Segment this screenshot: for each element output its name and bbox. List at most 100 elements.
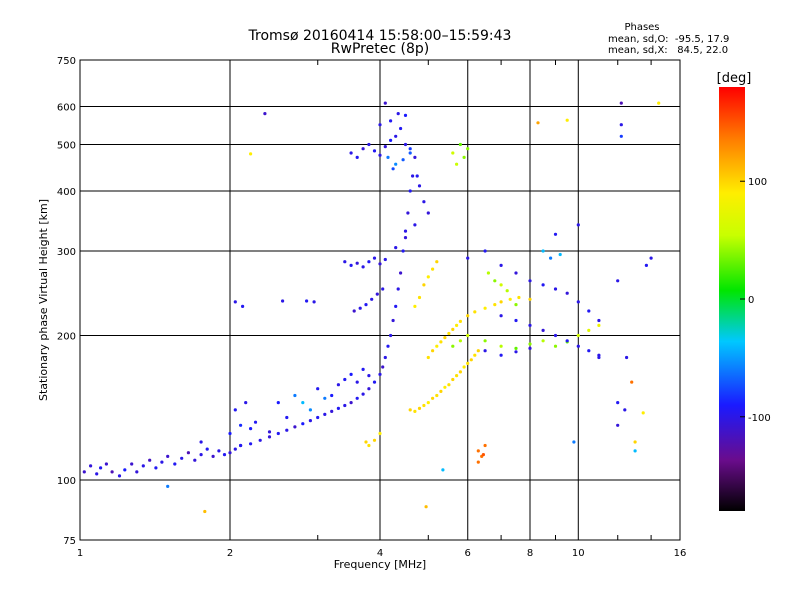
data-point bbox=[616, 279, 620, 283]
data-point bbox=[565, 291, 569, 295]
data-point bbox=[451, 327, 455, 331]
data-point bbox=[541, 328, 545, 332]
data-point bbox=[305, 299, 309, 303]
data-point bbox=[330, 409, 334, 413]
data-point bbox=[95, 472, 99, 476]
data-point bbox=[352, 309, 356, 313]
data-point bbox=[553, 333, 558, 338]
data-point bbox=[372, 438, 377, 442]
data-point bbox=[541, 283, 545, 287]
data-point bbox=[476, 460, 480, 464]
data-point bbox=[439, 389, 443, 393]
data-point bbox=[493, 279, 497, 283]
data-point bbox=[553, 344, 558, 348]
x-tick-label: 1 bbox=[77, 548, 83, 559]
data-point bbox=[378, 372, 382, 376]
data-point bbox=[514, 303, 518, 307]
data-point bbox=[587, 309, 591, 313]
data-point bbox=[587, 349, 591, 353]
data-point bbox=[343, 403, 347, 408]
data-point bbox=[358, 306, 362, 310]
data-point bbox=[166, 454, 170, 458]
data-point bbox=[435, 260, 439, 264]
data-point bbox=[166, 484, 170, 488]
data-point bbox=[406, 211, 410, 215]
data-point bbox=[565, 339, 569, 343]
stats-line-o: mean, sd,O: -95.5, 17.9 bbox=[608, 34, 729, 45]
y-tick-label: 400 bbox=[57, 187, 76, 198]
data-point bbox=[451, 377, 455, 382]
data-point bbox=[473, 353, 477, 357]
data-point bbox=[587, 328, 591, 332]
data-point bbox=[381, 287, 385, 291]
data-point bbox=[394, 304, 398, 308]
data-point bbox=[553, 287, 558, 291]
data-point bbox=[514, 271, 518, 275]
data-point bbox=[383, 257, 387, 262]
data-point bbox=[483, 339, 487, 343]
y-tick-label: 600 bbox=[57, 103, 76, 114]
data-point bbox=[316, 415, 320, 420]
data-point bbox=[308, 419, 312, 423]
data-point bbox=[505, 289, 509, 293]
data-point bbox=[576, 333, 580, 338]
data-point bbox=[99, 466, 103, 470]
data-point bbox=[399, 126, 403, 131]
data-point bbox=[441, 468, 445, 472]
data-point bbox=[323, 396, 327, 400]
data-point bbox=[367, 374, 371, 378]
data-point bbox=[451, 344, 455, 348]
data-point bbox=[386, 344, 390, 348]
data-point bbox=[401, 158, 405, 162]
data-point bbox=[222, 453, 227, 457]
colorbar-ticks: 100 0 -100 bbox=[740, 177, 771, 424]
data-point bbox=[576, 300, 580, 304]
data-point bbox=[649, 256, 653, 260]
data-point bbox=[424, 505, 428, 509]
data-point bbox=[383, 355, 387, 360]
data-point bbox=[466, 256, 470, 260]
data-point bbox=[364, 440, 368, 444]
data-point bbox=[239, 443, 243, 448]
data-point bbox=[89, 464, 93, 468]
data-point bbox=[361, 147, 365, 151]
data-point bbox=[483, 249, 487, 253]
data-point bbox=[466, 333, 470, 338]
data-point bbox=[211, 454, 215, 458]
data-point bbox=[228, 431, 232, 436]
data-point bbox=[549, 256, 553, 260]
data-point bbox=[372, 256, 377, 260]
data-point bbox=[241, 304, 245, 308]
data-point bbox=[417, 406, 422, 410]
data-point bbox=[403, 236, 408, 240]
data-point bbox=[383, 145, 387, 149]
data-point bbox=[389, 119, 393, 123]
data-point bbox=[435, 393, 439, 398]
data-point bbox=[396, 112, 400, 116]
data-point bbox=[249, 442, 253, 446]
data-point bbox=[458, 339, 462, 343]
data-point bbox=[349, 263, 353, 267]
data-point bbox=[597, 355, 601, 360]
data-point bbox=[619, 123, 623, 127]
y-tick-label: 100 bbox=[57, 476, 76, 487]
data-point bbox=[367, 260, 371, 264]
data-point bbox=[451, 151, 455, 155]
data-point bbox=[528, 342, 532, 346]
data-point bbox=[426, 355, 430, 360]
data-point bbox=[349, 401, 353, 405]
data-point bbox=[619, 101, 623, 105]
data-point bbox=[367, 387, 371, 391]
data-point bbox=[411, 174, 415, 178]
data-point bbox=[553, 232, 558, 236]
data-point bbox=[349, 372, 353, 376]
data-point bbox=[383, 101, 387, 105]
data-point bbox=[616, 423, 620, 427]
data-point bbox=[104, 462, 108, 466]
data-point bbox=[378, 123, 382, 127]
data-point bbox=[372, 380, 377, 384]
data-point bbox=[378, 153, 382, 157]
data-point bbox=[381, 365, 385, 369]
data-point bbox=[458, 319, 462, 323]
data-point bbox=[370, 297, 374, 301]
